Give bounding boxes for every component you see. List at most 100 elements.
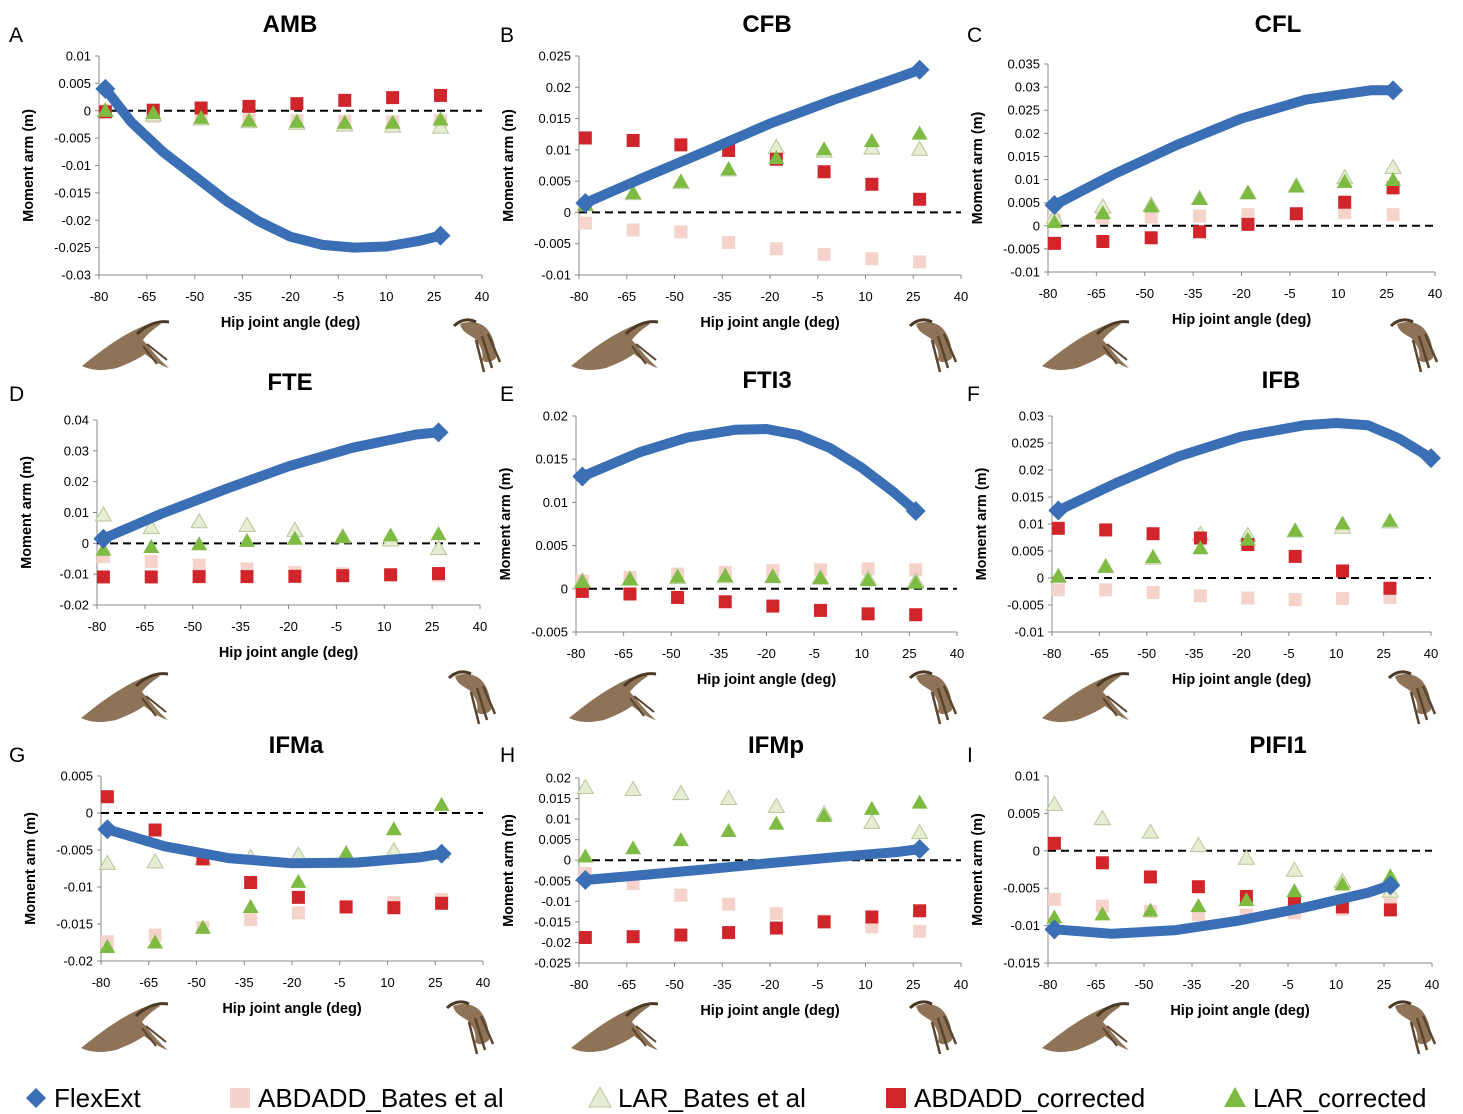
legend-swatch (230, 1088, 250, 1108)
x-tick-label: -20 (761, 977, 780, 992)
x-tick-label: 10 (379, 289, 393, 304)
flexext-end-marker (909, 839, 930, 860)
series-abdadd-bates (1051, 583, 1397, 607)
legend-item-abdadd-corrected: ABDADD_corrected (886, 1083, 1145, 1113)
data-point (1288, 549, 1302, 563)
data-point (719, 789, 738, 806)
y-tick-label: 0 (1033, 218, 1040, 233)
x-axis-title: Hip joint angle (deg) (1172, 312, 1312, 328)
data-point (865, 920, 879, 934)
y-tick-label: -0.01 (541, 268, 571, 283)
series-flexext-line (580, 424, 919, 515)
data-point (625, 840, 642, 855)
x-tick-label: 10 (1329, 977, 1343, 992)
data-point (1384, 158, 1402, 175)
data-point (94, 505, 113, 522)
panel-letter: G (9, 744, 25, 767)
x-axis-title: Hip joint angle (deg) (1172, 672, 1312, 688)
y-tick-label: 0.04 (64, 413, 89, 428)
data-point (576, 778, 595, 794)
series-flexext-line (584, 844, 921, 885)
data-point (145, 104, 162, 119)
series-flexext-line (583, 65, 922, 208)
x-tick-label: -50 (1135, 286, 1154, 301)
y-tick-label: -0.005 (534, 236, 571, 251)
bird-extended-icon (445, 1000, 495, 1055)
y-tick-label: 0.005 (538, 832, 571, 847)
x-tick-label: 40 (954, 289, 968, 304)
data-point (910, 823, 929, 840)
x-tick-label: 25 (1376, 646, 1390, 661)
flexext-end-marker (1380, 875, 1401, 896)
x-tick-label: -35 (1184, 286, 1203, 301)
data-point (816, 807, 833, 822)
data-point (1046, 909, 1063, 924)
data-point (1237, 849, 1256, 865)
x-tick-label: -50 (185, 289, 204, 304)
data-point (386, 91, 400, 105)
data-point (816, 141, 833, 156)
x-tick-label: 10 (1329, 646, 1343, 661)
data-point (671, 590, 685, 604)
y-tick-label: 0.02 (546, 80, 571, 95)
data-point (432, 111, 449, 126)
y-tick-label: 0.005 (1007, 195, 1040, 210)
x-tick-label: -50 (662, 646, 681, 661)
x-tick-label: 25 (425, 619, 439, 634)
y-tick-label: 0 (86, 806, 93, 821)
x-tick-label: 10 (1331, 286, 1345, 301)
data-point (1286, 883, 1303, 898)
series-lar-corrected (95, 526, 447, 556)
data-point (143, 539, 160, 554)
bird-extended-icon (1389, 318, 1439, 373)
data-point (1241, 591, 1255, 605)
data-point (674, 138, 688, 152)
data-point (910, 140, 929, 156)
data-point (578, 216, 592, 230)
y-tick-label: -0.005 (56, 843, 93, 858)
bird-flexed-icon (81, 672, 169, 722)
data-point (817, 165, 831, 179)
data-point (291, 890, 305, 904)
data-point (865, 910, 879, 924)
bird-flexed-icon (1042, 320, 1130, 370)
panel-letter: C (967, 24, 982, 47)
x-tick-label: -20 (1231, 977, 1250, 992)
y-tick-label: 0.025 (1007, 103, 1040, 118)
x-tick-label: -65 (1087, 977, 1106, 992)
legend-item-flexext: FlexExt (26, 1083, 141, 1113)
data-point (718, 595, 732, 609)
x-tick-label: -20 (279, 619, 298, 634)
data-point (1047, 236, 1061, 250)
data-point (238, 516, 256, 532)
data-point (575, 584, 589, 598)
data-point (1097, 558, 1114, 573)
bird-extended-icon (1387, 670, 1437, 725)
data-point (1189, 836, 1208, 853)
data-point (1146, 586, 1160, 600)
x-tick-label: -35 (233, 289, 252, 304)
x-tick-label: -65 (135, 619, 154, 634)
y-tick-label: 0.03 (1015, 80, 1040, 95)
y-tick-label: 0 (564, 853, 571, 868)
x-tick-label: -35 (713, 289, 732, 304)
x-tick-label: 10 (858, 289, 872, 304)
y-axis-title: Moment arm (m) (970, 813, 986, 926)
y-tick-label: -0.005 (534, 873, 571, 888)
y-tick-label: 0.005 (60, 769, 93, 784)
data-point (1094, 906, 1111, 921)
data-point (626, 930, 640, 944)
series-lar-corrected (1046, 172, 1402, 229)
bird-flexed-icon (571, 1002, 659, 1052)
data-point (334, 528, 351, 543)
legend-item-lar-bates: LAR_Bates et al (588, 1083, 806, 1113)
data-point (578, 931, 592, 945)
flexext-end-marker (575, 193, 596, 214)
data-point (863, 133, 880, 148)
flexext-end-marker (1044, 194, 1065, 215)
x-tick-label: 40 (476, 975, 490, 990)
chart-panels: A AMB 0.01 0.005 0 -0.005 -0.01 -0.015 -0.02 -0.0… (9, 11, 1442, 1055)
data-point (861, 562, 875, 576)
x-tick-label: -20 (281, 289, 300, 304)
